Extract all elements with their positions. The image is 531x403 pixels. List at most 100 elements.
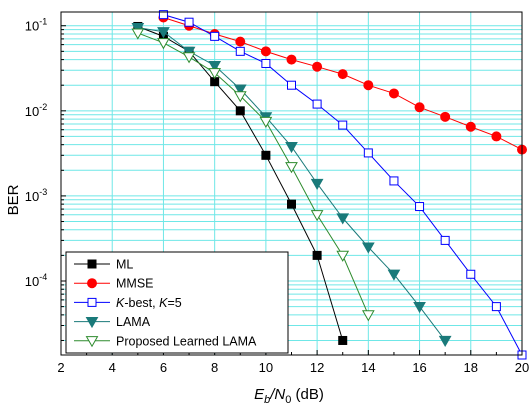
data-point [287,199,296,209]
x-axis-label-sub-b: b [264,394,270,403]
y-axis-label: BER [5,184,22,215]
data-point [286,54,297,65]
x-tick-label: 10 [259,360,273,375]
data-point [158,10,168,20]
legend-entry: ML [74,258,133,272]
legend-swatch-marker [85,316,99,329]
data-point [465,121,476,132]
legend-label-part: =5 [167,296,181,310]
data-point [285,141,298,154]
data-point [312,250,322,260]
data-point [466,269,476,279]
data-point [259,116,273,128]
data-point [388,88,399,99]
data-point [336,213,350,225]
data-point [131,23,145,35]
data-point [233,84,247,96]
x-axis-label-e: E [254,386,265,403]
legend-label-part: K [159,296,168,310]
legend-label-part: K [116,296,125,310]
legend-swatch-marker [87,259,97,269]
y-tick-label-exponent: -3 [39,187,47,197]
data-point [285,162,298,174]
data-point [287,80,296,90]
data-point [310,210,324,222]
legend-swatch-marker [87,297,97,307]
data-point [440,111,451,122]
y-tick-label-base: 10 [25,104,39,119]
legend-label: Proposed Learned LAMA [116,334,257,348]
data-point [414,102,425,113]
data-point [260,46,271,57]
data-point [182,52,196,64]
x-tick-label: 2 [57,360,64,375]
data-point [157,27,170,39]
data-point [131,28,145,40]
y-tick-label-base: 10 [25,19,39,34]
legend-label: LAMA [116,315,151,329]
series-5 [131,28,375,322]
y-tick-label: 10-1 [25,17,47,34]
data-point [440,235,450,245]
data-point [261,58,271,68]
data-point [312,99,322,109]
data-point [235,46,245,56]
x-tick-label: 16 [412,360,426,375]
data-point [235,36,246,47]
data-point [312,61,323,72]
x-axis-label-sub-0: 0 [285,394,291,403]
x-axis-label-unit: (dB) [291,386,324,403]
data-point [184,17,194,27]
legend-label: ML [116,258,133,272]
y-tick-label-exponent: -4 [39,272,47,282]
x-tick-label: 18 [464,360,478,375]
y-tick-label-base: 10 [25,274,39,289]
x-tick-label: 6 [160,360,167,375]
data-point [337,69,348,80]
series-layer [131,10,527,360]
data-point [387,269,401,281]
legend-label-part: -best, [124,296,159,310]
data-point [233,91,247,103]
data-point [363,148,373,158]
legend-entry: Proposed Learned LAMA [74,334,257,348]
x-axis-label: Eb/N0 (dB) [254,386,324,403]
y-tick-label-exponent: -1 [39,17,47,27]
data-point [336,250,350,262]
data-point [363,80,374,91]
series-3 [158,10,527,360]
data-point [389,176,399,186]
data-point [338,120,348,130]
data-point [157,38,170,50]
data-point [361,242,375,254]
data-point [210,31,220,41]
x-tick-label: 14 [361,360,375,375]
legend-entry: LAMA [74,315,151,329]
y-tick-label: 10-3 [25,187,47,204]
data-point [338,335,348,345]
data-point [208,60,222,73]
data-point [310,178,324,190]
data-point [182,46,196,58]
data-point [261,150,271,160]
y-tick-label-exponent: -2 [39,102,47,112]
x-tick-label: 20 [515,360,529,375]
data-point [438,335,452,347]
y-tick-label: 10-2 [25,102,47,119]
x-tick-label: 12 [310,360,324,375]
legend-entry: MMSE [74,277,154,291]
data-point [491,131,502,142]
legend-swatch-marker [87,278,97,289]
legend-entry: K-best, K=5 [74,296,182,310]
data-point [361,310,375,322]
y-tick-label-base: 10 [25,189,39,204]
legend-label: K-best, K=5 [116,296,182,310]
legend-label: MMSE [116,277,154,291]
legend-swatch-marker [85,336,99,348]
data-point [208,68,222,80]
x-tick-label: 8 [211,360,218,375]
x-axis-label-n: /N [269,386,285,403]
